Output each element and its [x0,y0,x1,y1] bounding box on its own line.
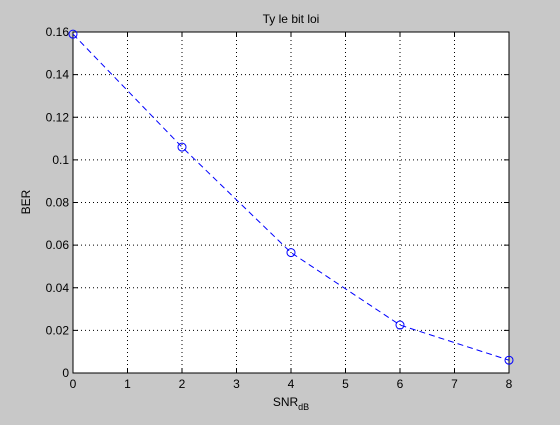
y-tick-label: 0.02 [46,323,70,337]
x-axis-label: SNRdB [273,395,309,412]
x-tick-label: 0 [70,377,77,391]
y-tick-label: 0 [62,366,69,380]
x-tick-label: 4 [288,377,295,391]
x-tick-label: 2 [179,377,186,391]
y-tick-label: 0.12 [46,110,70,124]
series-group [68,29,514,365]
x-tick-labels: 0 1 2 3 4 5 6 7 8 [70,377,513,391]
series-line [72,33,510,361]
x-tick-label: 3 [233,377,240,391]
y-tick-label: 0.04 [46,281,70,295]
x-tick-label: 8 [506,377,513,391]
x-tick-label: 6 [397,377,404,391]
y-tick-labels: 0 0.02 0.04 0.06 0.08 0.1 0.12 0.14 0.16 [46,25,70,380]
data-point-marker [504,355,514,365]
y-tick-label: 0.06 [46,238,70,252]
data-point-marker [395,320,405,330]
plot-area [73,32,509,373]
y-tick-label: 0.08 [46,196,70,210]
x-tick-label: 1 [124,377,131,391]
data-point-marker [286,248,296,258]
y-tick-label: 0.16 [46,25,70,39]
x-tick-label: 5 [342,377,349,391]
axis-ticks [72,31,510,374]
x-axis-label-main: SNR [273,395,299,409]
x-axis-label-subscript: dB [298,402,309,412]
y-tick-label: 0.14 [46,68,70,82]
data-point-marker [177,142,187,152]
grid-lines-y [73,74,509,331]
y-tick-label: 0.1 [52,153,69,167]
chart-title: Ty le bit loi [263,12,320,26]
grid-lines-x [127,32,455,373]
y-axis-label: BER [19,189,33,214]
data-point-marker [68,29,78,39]
x-tick-label: 7 [451,377,458,391]
